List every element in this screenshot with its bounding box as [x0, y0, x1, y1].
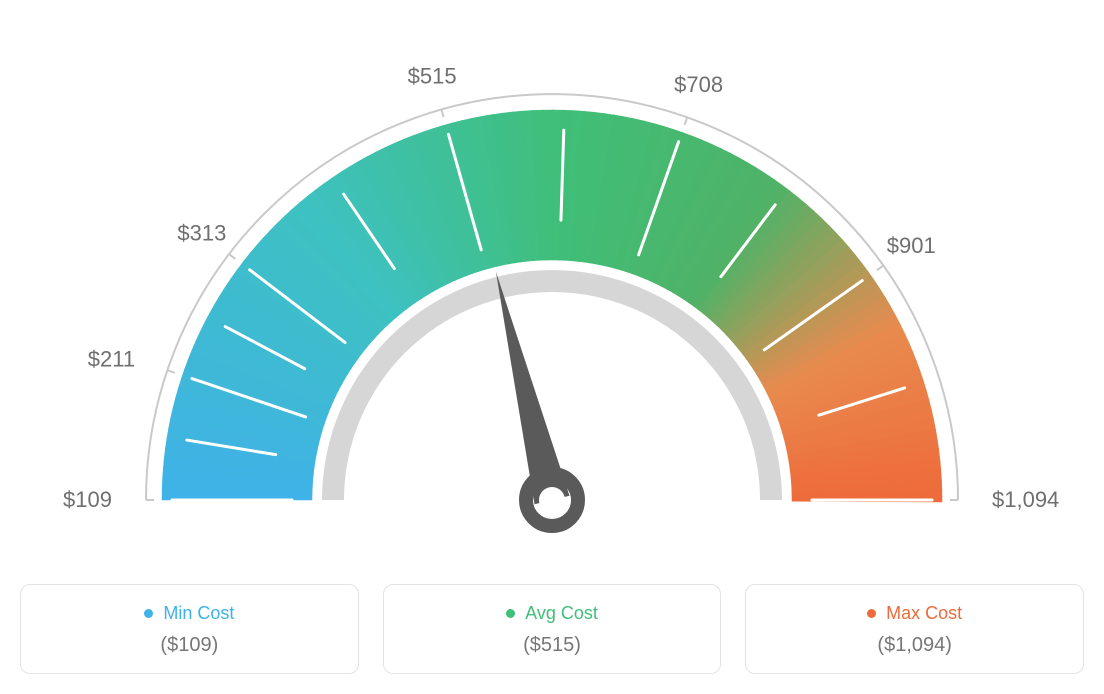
max-cost-card: Max Cost ($1,094) [745, 584, 1084, 674]
min-cost-label: Min Cost [163, 603, 234, 624]
gauge-tick-label: $515 [408, 64, 457, 89]
avg-cost-label: Avg Cost [525, 603, 598, 624]
gauge-tick-label: $211 [88, 346, 135, 371]
max-cost-value: ($1,094) [746, 634, 1083, 657]
min-cost-card: Min Cost ($109) [20, 584, 359, 674]
avg-cost-value: ($515) [384, 634, 721, 657]
cost-gauge-chart: $109 $211 $313 $515 $708 $901 $1,094 [20, 20, 1084, 560]
gauge-tick-label: $708 [674, 72, 723, 97]
gauge-tick-label: $109 [63, 487, 112, 512]
avg-cost-label-row: Avg Cost [506, 603, 598, 624]
max-cost-dot [867, 609, 876, 618]
legend-cards: Min Cost ($109) Avg Cost ($515) Max Cost… [20, 584, 1084, 674]
gauge-tick-label: $901 [887, 233, 936, 258]
min-cost-label-row: Min Cost [144, 603, 234, 624]
min-cost-dot [144, 609, 153, 618]
max-cost-label-row: Max Cost [867, 603, 962, 624]
avg-cost-card: Avg Cost ($515) [383, 584, 722, 674]
gauge-svg: $109 $211 $313 $515 $708 $901 $1,094 [20, 20, 1084, 560]
gauge-tick-label: $313 [177, 220, 226, 245]
avg-cost-dot [506, 609, 515, 618]
gauge-tick-label: $1,094 [992, 487, 1059, 512]
max-cost-label: Max Cost [886, 603, 962, 624]
min-cost-value: ($109) [21, 634, 358, 657]
